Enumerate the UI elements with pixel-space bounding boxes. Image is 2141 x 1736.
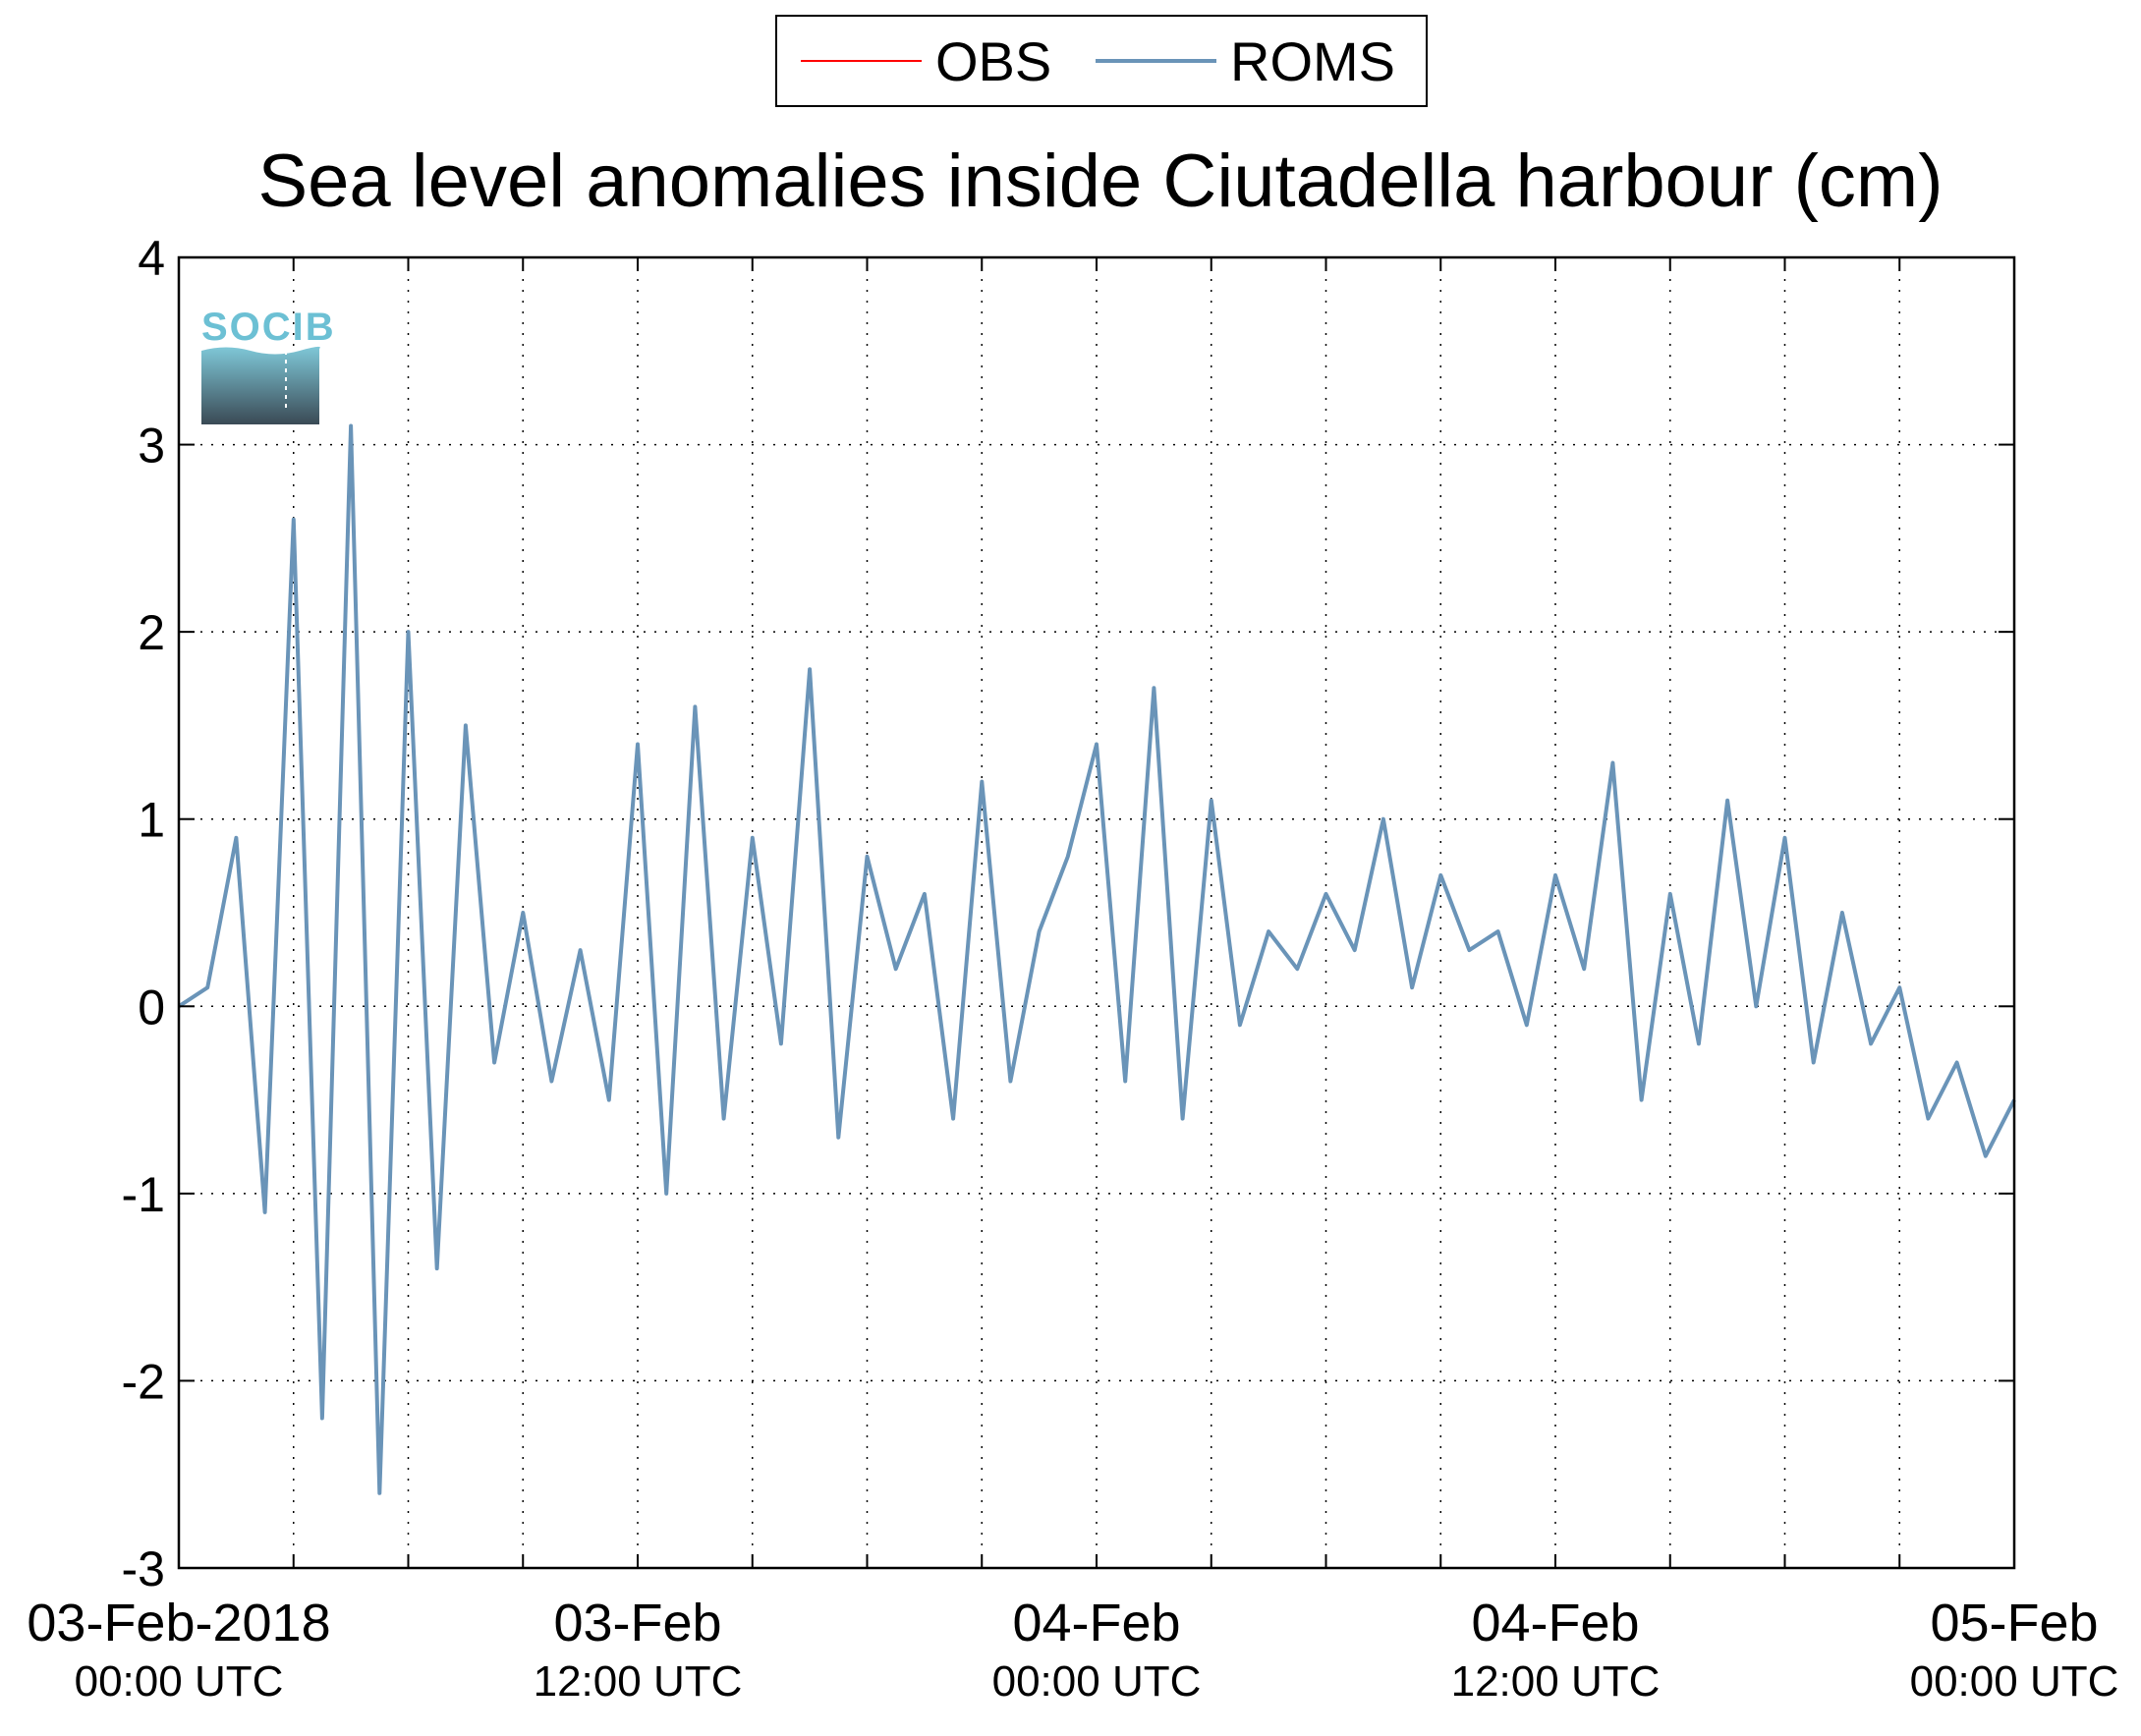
x-tick-label-date: 03-Feb	[553, 1594, 721, 1652]
x-tick-label-date: 04-Feb	[1471, 1594, 1639, 1652]
grid-lines	[179, 257, 2014, 1568]
y-tick-label: 2	[138, 605, 165, 660]
y-tick-label: -2	[122, 1354, 165, 1409]
legend: OBS ROMS	[775, 15, 1428, 107]
legend-label-roms: ROMS	[1230, 30, 1395, 92]
socib-logo: SOCIB	[201, 306, 336, 424]
x-tick-label-date: 03-Feb-2018	[27, 1594, 330, 1652]
x-tick-label-time: 00:00 UTC	[75, 1657, 284, 1706]
y-tick-label: 1	[138, 793, 165, 848]
y-tick-label: -1	[122, 1167, 165, 1222]
socib-logo-text: SOCIB	[201, 306, 336, 349]
series-line-roms	[177, 423, 2016, 1495]
legend-label-obs: OBS	[935, 30, 1051, 92]
socib-logo-wave	[201, 346, 320, 424]
y-tick-label: 0	[138, 980, 165, 1035]
y-tick-label: 4	[138, 231, 165, 286]
y-tick-label: 3	[138, 419, 165, 474]
chart-title: Sea level anomalies inside Ciutadella ha…	[257, 140, 1943, 223]
x-tick-label-time: 00:00 UTC	[992, 1657, 1202, 1706]
x-tick-label-date: 04-Feb	[1012, 1594, 1180, 1652]
y-axis-ticks: -3 -2 -1 0 1 2 3 4	[122, 231, 2014, 1596]
series-layer	[177, 423, 2016, 1495]
y-tick-label: -3	[122, 1541, 165, 1596]
x-tick-label-time: 12:00 UTC	[1451, 1657, 1661, 1706]
x-tick-label-time: 12:00 UTC	[534, 1657, 743, 1706]
x-tick-label-date: 05-Feb	[1930, 1594, 2098, 1652]
x-axis-ticks: 03-Feb-2018 00:00 UTC 03-Feb 12:00 UTC 04-Fe…	[27, 257, 2118, 1706]
x-tick-label-time: 00:00 UTC	[1910, 1657, 2119, 1706]
